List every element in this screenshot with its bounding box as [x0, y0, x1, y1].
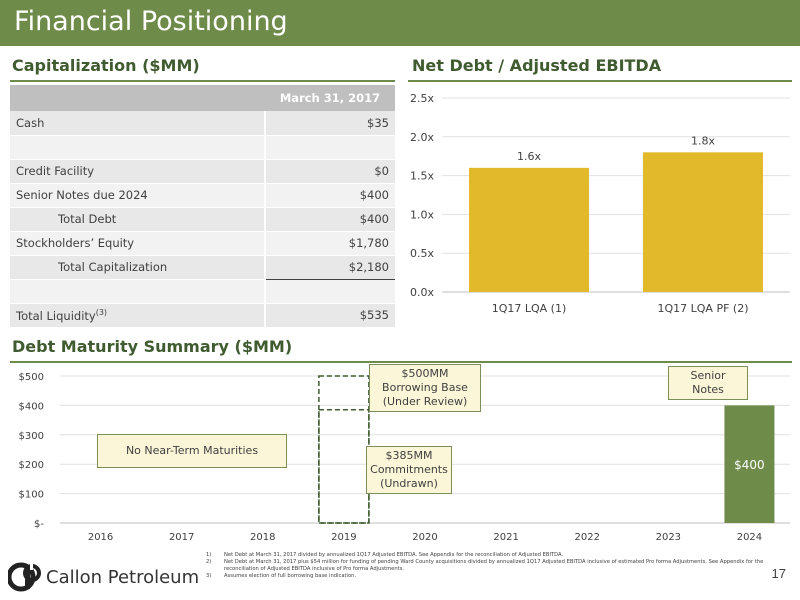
row-label: Total Capitalization: [10, 255, 265, 280]
row-value: [264, 135, 395, 160]
leverage-chart: 0.0x 0.5x 1.0x 1.5x 2.0x 2.5x 1.6x 1Q17 LQA (1)…: [410, 92, 790, 315]
y-tick-label: 2.5x: [410, 92, 434, 105]
y-tick-label: 0.5x: [410, 247, 434, 260]
callout-text: Borrowing Base: [382, 381, 468, 394]
footnote: 1) Net Debt at March 31, 2017 divided by …: [206, 552, 776, 559]
bar: [469, 167, 589, 292]
row-value: $400: [264, 206, 395, 232]
y-tick-label: $-: [34, 519, 44, 530]
commitments-outline: [318, 409, 370, 524]
x-tick-label: 2018: [250, 532, 275, 543]
x-tick-label: 2022: [574, 532, 599, 543]
data-label: $400: [734, 458, 765, 472]
footnote-text: Net Debt at March 31, 2017 divided by an…: [224, 552, 564, 558]
row-label-text: Total Liquidity: [16, 308, 96, 323]
footnote-number: 2): [206, 559, 212, 565]
x-tick-label: 2021: [493, 532, 518, 543]
callout-text: $500MM: [401, 367, 449, 380]
callout-text: $385MM: [385, 449, 433, 462]
header-bar: Financial Positioning: [0, 0, 800, 46]
x-tick-label: 2017: [169, 532, 194, 543]
commitments-callout: $385MM Commitments (Undrawn): [366, 446, 452, 494]
x-tick-label: 1Q17 LQA (1): [492, 302, 567, 315]
bar: [643, 152, 763, 292]
bar: [724, 405, 775, 523]
data-label: 1.8x: [691, 134, 715, 147]
row-label: Stockholders’ Equity: [10, 231, 265, 256]
maturity-title: Debt Maturity Summary ($MM): [12, 337, 293, 356]
row-label: Senior Notes due 2024: [10, 183, 265, 208]
footnote: 2) Net Debt at March 31, 2017 plus $54 mi…: [206, 559, 776, 573]
callon-logo-icon: [8, 562, 41, 592]
row-label: Credit Facility: [10, 159, 265, 184]
x-tick-label: 2019: [331, 532, 356, 543]
table-row: Senior Notes due 2024 $400: [10, 183, 395, 208]
capitalization-table: March 31, 2017 Cash $35 Credit Facility …: [10, 85, 395, 328]
callout-text: Senior: [690, 369, 726, 382]
callout-text: No Near-Term Maturities: [125, 444, 259, 457]
footnote-number: 3): [206, 573, 212, 579]
footnote-text: Net Debt at March 31, 2017 plus $54 mill…: [224, 559, 764, 572]
borrowing-base-outline: [318, 375, 370, 524]
y-tick-label: $500: [19, 372, 44, 383]
row-value: $400: [264, 183, 395, 208]
footnote: 3) Assumes election of full borrowing bas…: [206, 573, 776, 580]
callout-text: Commitments: [370, 463, 448, 476]
footnote-marker: (3): [95, 307, 108, 317]
callout-text: (Under Review): [382, 395, 468, 408]
row-value: [264, 279, 395, 304]
y-tick-label: 0.0x: [410, 286, 434, 299]
table-row: Total Capitalization $2,180: [10, 254, 395, 280]
x-tick-label: 2016: [88, 532, 113, 543]
row-label: Total Liquidity(3): [10, 303, 265, 328]
table-header-blank: [10, 85, 265, 111]
row-value: $1,780: [264, 231, 395, 256]
y-tick-label: 1.0x: [410, 208, 434, 221]
y-tick-label: $400: [19, 401, 44, 412]
row-label: [10, 135, 265, 160]
capitalization-title: Capitalization ($MM): [12, 56, 200, 75]
table-row: Cash $35: [10, 111, 395, 136]
y-tick-label: $100: [19, 490, 44, 501]
table-row: Total Liquidity(3) $535: [10, 303, 395, 328]
callout-text: (Undrawn): [380, 477, 438, 490]
footnotes: 1) Net Debt at March 31, 2017 divided by …: [206, 552, 776, 580]
no-near-term-callout: No Near-Term Maturities: [97, 434, 287, 468]
page-number: 17: [771, 566, 786, 581]
row-value: $0: [264, 159, 395, 184]
row-label: Total Debt: [10, 207, 265, 232]
leverage-title: Net Debt / Adjusted EBITDA: [412, 56, 662, 75]
capitalization-rule: [10, 80, 395, 82]
row-label: [10, 279, 265, 304]
data-label: 1.6x: [517, 150, 541, 163]
borrowing-base-callout: $500MM Borrowing Base (Under Review): [369, 364, 481, 412]
leverage-rule: [408, 80, 792, 82]
x-tick-label: 2023: [656, 532, 681, 543]
y-tick-label: 2.0x: [410, 131, 434, 144]
maturity-rule: [10, 361, 792, 363]
company-logo: Callon Petroleum: [8, 562, 199, 592]
table-row: Credit Facility $0: [10, 159, 395, 184]
table-row: Total Debt $400: [10, 206, 395, 232]
table-row: [10, 135, 395, 160]
row-value: $535: [264, 303, 395, 328]
x-tick-label: 1Q17 LQA PF (2): [658, 302, 749, 315]
footnote-text: Assumes election of full borrowing base …: [224, 573, 357, 579]
table-column-header: March 31, 2017: [265, 85, 395, 111]
callout-text: Notes: [692, 383, 724, 396]
y-tick-label: 1.5x: [410, 170, 434, 183]
y-tick-label: $200: [19, 460, 44, 471]
x-tick-label: 2020: [412, 532, 437, 543]
page-title: Financial Positioning: [14, 6, 288, 37]
row-value: $2,180: [264, 254, 395, 280]
y-tick-label: $300: [19, 431, 44, 442]
footnote-number: 1): [206, 552, 212, 558]
row-label: Cash: [10, 111, 265, 136]
x-tick-label: 2024: [737, 532, 762, 543]
senior-notes-callout: Senior Notes: [668, 366, 748, 400]
table-row: [10, 279, 395, 304]
company-name: Callon Petroleum: [46, 566, 200, 588]
table-row: Stockholders’ Equity $1,780: [10, 231, 395, 256]
row-value: $35: [264, 111, 395, 136]
